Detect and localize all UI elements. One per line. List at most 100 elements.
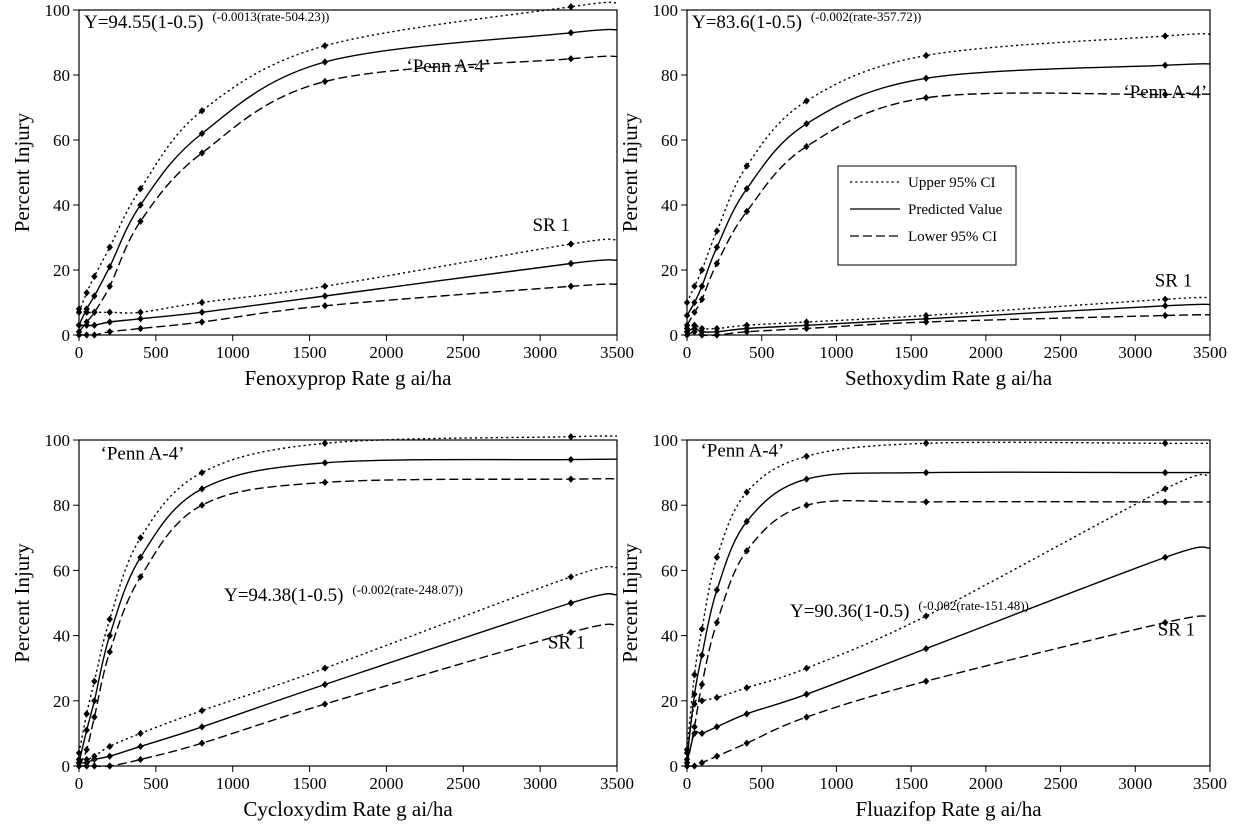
data-point [91, 713, 98, 721]
data-point [198, 723, 206, 731]
data-point [743, 710, 750, 718]
data-point [803, 120, 810, 128]
data-point [137, 729, 144, 737]
plot-frame [78, 9, 618, 336]
series-line-penn-a-4-predicted [686, 63, 1211, 316]
series-annotation: ‘Penn A-4’ [700, 440, 784, 461]
x-tick-label: 2500 [446, 774, 480, 793]
data-point [567, 599, 575, 607]
data-point [698, 266, 706, 274]
series-line-penn-a-4-predicted [686, 471, 1210, 760]
series-line-sr-1-predicted [78, 593, 618, 764]
data-point [743, 162, 750, 170]
data-point [691, 282, 698, 290]
data-point [198, 706, 206, 715]
data-point [91, 321, 98, 329]
data-point [922, 612, 930, 620]
data-point [198, 308, 206, 316]
data-point [713, 618, 721, 627]
data-point [83, 726, 90, 734]
x-tick-label: 2000 [969, 774, 1003, 793]
series-line-sr-1-predicted [78, 259, 618, 327]
data-point [106, 752, 113, 760]
equation-exponent: (-0.002(rate-248.07)) [352, 582, 462, 597]
data-point [713, 243, 721, 251]
y-axis-label: Percent Injury [10, 543, 34, 663]
x-tick-label: 1500 [293, 774, 327, 793]
data-point [321, 282, 329, 290]
data-point [321, 58, 329, 66]
data-point [691, 298, 698, 307]
legend-label: Predicted Value [908, 202, 1003, 218]
x-tick-label: 2000 [369, 343, 403, 362]
data-point [683, 311, 691, 320]
series-line-penn-a-4-upper [78, 435, 618, 754]
y-tick-label: 40 [53, 196, 70, 215]
data-point [803, 475, 810, 483]
y-tick-label: 60 [53, 561, 70, 580]
y-axis-label: Percent Injury [618, 543, 642, 663]
data-point [1161, 61, 1169, 69]
data-point [198, 739, 206, 747]
series-line-penn-a-4-lower [78, 55, 618, 333]
data-point [106, 632, 113, 640]
data-point [106, 742, 113, 751]
data-point [743, 547, 750, 555]
data-point [698, 729, 706, 737]
x-tick-label: 3500 [600, 343, 634, 362]
series-annotation: SR 1 [532, 215, 570, 236]
data-point [321, 680, 329, 689]
equation-label: Y=94.55(1-0.5) (-0.0013(rate-504.23)) [84, 9, 329, 33]
data-point [75, 321, 83, 329]
x-axis-label: Fenoxyprop Rate g ai/ha [244, 366, 452, 390]
data-point [922, 51, 930, 60]
equation-label: Y=83.6(1-0.5) (-0.002(rate-357.72)) [692, 9, 921, 33]
data-point [743, 517, 750, 526]
data-point [567, 29, 575, 37]
x-tick-label: 1500 [293, 343, 327, 362]
data-point [137, 315, 144, 323]
series-line-penn-a-4-predicted [78, 28, 618, 326]
data-point [91, 331, 98, 339]
y-tick-label: 100 [45, 431, 71, 450]
equation-main: Y=90.36(1-0.5) [790, 601, 909, 622]
data-point [137, 742, 144, 751]
data-point [803, 690, 810, 698]
x-tick-label: 500 [749, 774, 775, 793]
x-axis-label: Fluazifop Rate g ai/ha [855, 797, 1042, 821]
x-tick-label: 0 [75, 774, 84, 793]
data-point [922, 439, 930, 447]
data-point [91, 697, 98, 705]
data-point [922, 469, 930, 477]
series-line-penn-a-4-lower [78, 478, 618, 767]
data-point [83, 321, 90, 329]
series-line-penn-a-4-lower [686, 92, 1211, 326]
data-point [106, 282, 113, 290]
y-tick-label: 60 [661, 561, 678, 580]
series-line-sr-1-predicted [686, 303, 1211, 333]
data-point [75, 305, 83, 313]
data-point [83, 746, 90, 754]
data-point [691, 700, 698, 708]
data-point [321, 292, 329, 300]
data-point [713, 693, 721, 702]
data-point [803, 452, 810, 460]
data-point [803, 142, 810, 151]
y-tick-label: 0 [670, 326, 679, 345]
data-point [567, 475, 575, 483]
data-point [83, 762, 90, 770]
data-point [803, 713, 810, 721]
data-point [321, 42, 329, 50]
data-point [75, 331, 83, 339]
data-point [198, 149, 206, 157]
data-point [137, 755, 144, 764]
equation-main: Y=94.55(1-0.5) [84, 12, 203, 33]
data-point [743, 684, 750, 692]
x-tick-label: 3500 [600, 774, 634, 793]
y-tick-label: 60 [661, 131, 678, 150]
x-tick-label: 3000 [523, 774, 557, 793]
y-tick-label: 60 [53, 131, 70, 150]
equation-exponent: (-0.002(rate-151.48)) [918, 598, 1028, 613]
data-point [713, 586, 721, 594]
